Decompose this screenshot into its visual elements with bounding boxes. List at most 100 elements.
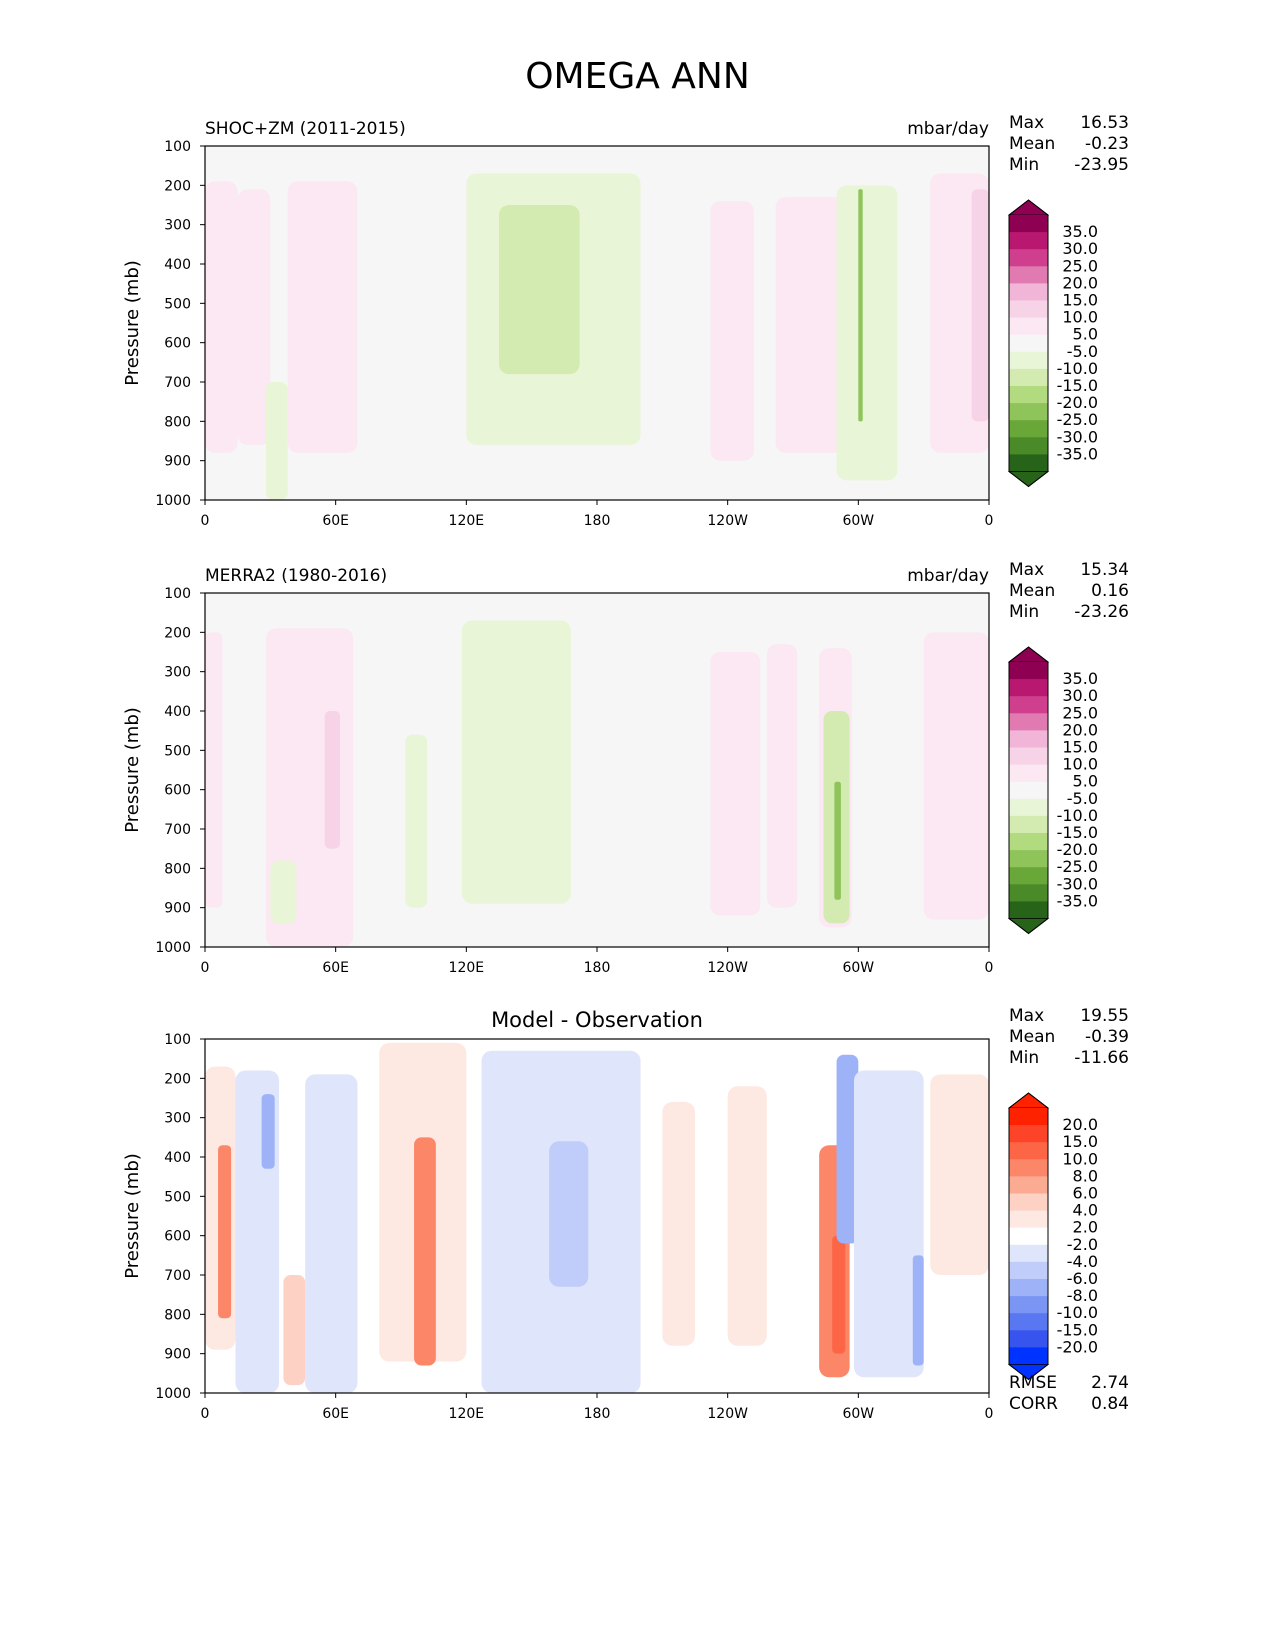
field-feature (270, 860, 297, 924)
y-tick-label: 700 (164, 1268, 191, 1284)
colorbar-swatch (1009, 249, 1048, 267)
stat-value: -23.26 (1074, 602, 1129, 622)
x-tick-label: 60E (322, 1406, 349, 1422)
field-feature (283, 1275, 306, 1386)
colorbar-label: 5.0 (1073, 772, 1098, 791)
colorbar-label: -15.0 (1057, 376, 1098, 395)
field-feature (287, 181, 358, 453)
colorbar-swatch (1009, 317, 1048, 336)
colorbar-swatch (1009, 798, 1048, 817)
colorbar-swatch (1009, 662, 1048, 680)
x-tick-label: 60E (322, 513, 349, 529)
colorbar-label: 20.0 (1062, 1115, 1098, 1134)
panel-title: SHOC+ZM (2011-2015) (205, 119, 406, 139)
colorbar-label: 20.0 (1062, 273, 1098, 292)
colorbar-label: 5.0 (1073, 325, 1098, 344)
colorbar-under-cap (1007, 471, 1050, 488)
colorbar-label: 15.0 (1062, 1132, 1098, 1151)
field-feature (205, 181, 238, 453)
stat-label: Max (1009, 1006, 1044, 1026)
field-feature (710, 652, 761, 916)
colorbar-swatch (1009, 283, 1048, 301)
colorbar-swatch (1009, 850, 1048, 868)
colorbar-label: 10.0 (1062, 755, 1098, 774)
colorbar-over-cap (1007, 646, 1050, 663)
x-tick-label: 0 (985, 960, 994, 976)
y-axis-label: Pressure (mb) (122, 260, 143, 386)
y-tick-label: 700 (164, 375, 191, 391)
x-tick-label: 60E (322, 960, 349, 976)
x-tick-label: 0 (985, 1406, 994, 1422)
colorbar-label: -35.0 (1057, 444, 1098, 463)
page-title: OMEGA ANN (525, 56, 750, 97)
colorbar-swatch (1009, 232, 1048, 250)
y-tick-label: 300 (164, 1111, 191, 1127)
field-feature (662, 1101, 695, 1346)
field-features (205, 620, 989, 947)
colorbar-label: 30.0 (1062, 686, 1098, 705)
colorbar-label: -6.0 (1067, 1269, 1098, 1288)
y-tick-label: 700 (164, 822, 191, 838)
colorbar-swatch (1009, 1244, 1048, 1263)
y-tick-label: 500 (164, 1189, 191, 1205)
y-tick-label: 100 (164, 1032, 191, 1048)
y-tick-label: 800 (164, 414, 191, 430)
stat-label: Max (1009, 560, 1044, 580)
y-tick-label: 400 (164, 257, 191, 273)
colorbar-over-cap (1007, 199, 1050, 216)
y-tick-label: 400 (164, 704, 191, 720)
field-feature (324, 711, 341, 849)
x-tick-label: 120E (449, 1406, 485, 1422)
field-feature (265, 382, 288, 500)
colorbar-swatch (1009, 1159, 1048, 1177)
x-tick-label: 0 (985, 513, 994, 529)
colorbar-label: 35.0 (1062, 669, 1098, 688)
field-feature (549, 1141, 589, 1287)
colorbar-swatch (1009, 764, 1048, 783)
colorbar-swatch (1009, 420, 1048, 438)
field-feature (727, 1086, 767, 1346)
panel-shoc-zm: 100 200 300 400 500 600 700 800 900 1000 0 60E 120E 1… (122, 113, 1129, 529)
y-tick-label: 400 (164, 1150, 191, 1166)
colorbar-swatch (1009, 266, 1048, 284)
x-tick-label: 60W (842, 1406, 874, 1422)
colorbar-label: -10.0 (1057, 806, 1098, 825)
stat-label: Min (1009, 1048, 1039, 1068)
colorbar-swatch (1009, 300, 1048, 318)
colorbar-label: 2.0 (1073, 1218, 1098, 1237)
y-tick-label: 900 (164, 901, 191, 917)
colorbar-swatch (1009, 1313, 1048, 1331)
colorbar-swatch (1009, 1296, 1048, 1314)
x-tick-label: 120W (707, 513, 748, 529)
colorbar-label: -8.0 (1067, 1286, 1098, 1305)
colorbar-label: 4.0 (1073, 1201, 1098, 1220)
field-features (205, 1042, 989, 1393)
colorbar-label: 6.0 (1073, 1184, 1098, 1203)
field-feature (836, 185, 898, 481)
field-feature (930, 1074, 989, 1275)
x-tick-label: 0 (201, 1406, 210, 1422)
colorbar-swatch (1009, 403, 1048, 421)
panel-model-minus-observation: 100 200 300 400 500 600 700 800 900 1000 0 60E 120E 1… (122, 1006, 1129, 1422)
stat-value: 16.53 (1080, 113, 1129, 133)
x-tick-label: 120W (707, 1406, 748, 1422)
x-tick-label: 0 (201, 513, 210, 529)
colorbar-swatch (1009, 730, 1048, 748)
colorbar-swatch (1009, 1279, 1048, 1297)
x-tick-label: 60W (842, 960, 874, 976)
colorbar-swatch (1009, 386, 1048, 404)
stat-label: Min (1009, 602, 1039, 622)
field-features (205, 173, 989, 500)
stat-value: 0.16 (1091, 581, 1129, 601)
stat-value: -11.66 (1074, 1048, 1129, 1068)
stat-value: -23.95 (1074, 155, 1129, 175)
x-tick-label: 60W (842, 513, 874, 529)
y-axis-label: Pressure (mb) (122, 1153, 143, 1279)
colorbar-label: -15.0 (1057, 1320, 1098, 1339)
colorbar-outline (1008, 646, 1049, 935)
y-tick-label: 500 (164, 296, 191, 312)
field-feature (710, 201, 754, 461)
y-tick-label: 800 (164, 1307, 191, 1323)
colorbar-swatch (1009, 867, 1048, 885)
stat-label: Mean (1009, 1027, 1055, 1047)
